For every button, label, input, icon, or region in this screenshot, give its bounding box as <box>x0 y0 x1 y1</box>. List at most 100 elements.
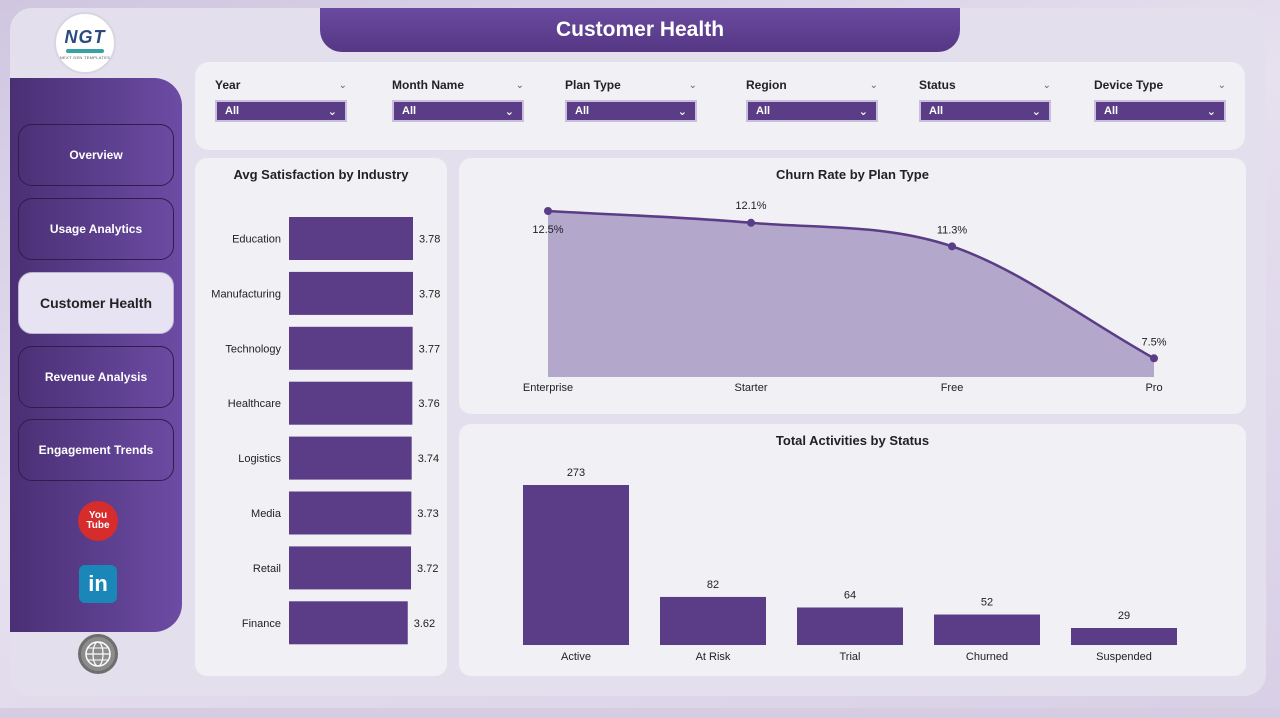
filter-month-name-select[interactable]: All ⌄ <box>392 100 524 122</box>
youtube-icon-text-2: Tube <box>86 520 110 531</box>
filter-status-label: Status <box>919 78 956 92</box>
chevron-down-icon[interactable]: ⌄ <box>869 79 878 91</box>
chevron-down-icon: ⌄ <box>1031 105 1041 118</box>
bar-healthcare <box>289 381 413 425</box>
bar-retail <box>289 546 412 590</box>
chevron-down-icon[interactable]: ⌄ <box>515 79 524 91</box>
x-tick-label: Trial <box>840 651 861 663</box>
filter-year: Year ⌄ All ⌄ <box>215 76 347 122</box>
linkedin-icon[interactable]: in <box>79 565 117 603</box>
chevron-down-icon: ⌄ <box>677 105 687 118</box>
bar-active <box>523 485 629 645</box>
logo-subtext: NEXT GEN TEMPLATES <box>59 54 111 60</box>
nav-engagement-trends-button[interactable]: Engagement Trends <box>18 419 174 481</box>
data-label: 12.5% <box>532 224 563 236</box>
nav-usage-analytics-button[interactable]: Usage Analytics <box>18 198 174 260</box>
bar-logistics <box>289 436 412 480</box>
bar-suspended <box>1071 628 1177 645</box>
chevron-down-icon[interactable]: ⌄ <box>1042 79 1051 91</box>
data-label: 64 <box>844 589 856 601</box>
data-label: 52 <box>981 597 993 609</box>
chevron-down-icon: ⌄ <box>1206 105 1216 118</box>
filter-panel: Year ⌄ All ⌄ Month Name ⌄ All ⌄ Plan Type ⌄ A… <box>195 62 1245 150</box>
chevron-down-icon[interactable]: ⌄ <box>688 79 697 91</box>
filter-year-value: All <box>225 105 240 117</box>
satisfaction-chart-title: Avg Satisfaction by Industry <box>233 167 409 182</box>
satisfaction-chart-card: Avg Satisfaction by Industry Education 3.… <box>195 158 447 676</box>
linkedin-icon-text: in <box>88 571 108 596</box>
filter-region-label: Region <box>746 78 787 92</box>
filter-status: Status ⌄ All ⌄ <box>919 76 1051 122</box>
filter-region-select[interactable]: All ⌄ <box>746 100 878 122</box>
x-tick-label: Pro <box>1145 382 1162 394</box>
globe-icon <box>85 641 111 667</box>
company-logo: NGT NEXT GEN TEMPLATES <box>54 12 116 74</box>
filter-status-select[interactable]: All ⌄ <box>919 100 1051 122</box>
data-label: 273 <box>567 467 585 479</box>
x-tick-label: At Risk <box>696 651 731 663</box>
churn-chart: 12.5% Enterprise 12.1% Starter 11.3% Free 7.5%… <box>523 200 1167 394</box>
churn-line <box>547 209 1155 360</box>
data-label: 82 <box>707 579 719 591</box>
churn-chart-card: Churn Rate by Plan Type 12.5% Enterprise 1… <box>459 158 1246 414</box>
data-label: 3.74 <box>418 453 439 465</box>
bottom-strip <box>0 708 1280 718</box>
filter-status-value: All <box>929 105 944 117</box>
data-label: 3.73 <box>417 508 438 520</box>
logo-swoosh <box>66 48 104 53</box>
filter-plan-type-value: All <box>575 105 590 117</box>
filter-month-name-value: All <box>402 105 417 117</box>
youtube-icon-text-1: You <box>88 510 108 521</box>
filter-device-type-select[interactable]: All ⌄ <box>1094 100 1226 122</box>
data-label: 7.5% <box>1141 336 1166 348</box>
bar-churned <box>934 614 1040 645</box>
churn-area <box>548 211 1154 377</box>
chevron-down-icon[interactable]: ⌄ <box>1217 79 1226 91</box>
bar-education <box>289 217 413 260</box>
nav-customer-health-button[interactable]: Customer Health <box>18 272 174 334</box>
bar-trial <box>797 607 903 645</box>
data-label: 3.76 <box>418 398 439 410</box>
data-label: 12.1% <box>735 200 766 212</box>
churn-point-enterprise <box>544 207 552 215</box>
data-label: 3.77 <box>419 343 440 355</box>
churn-point-starter <box>747 218 755 227</box>
filter-plan-type-label: Plan Type <box>565 78 621 92</box>
category-label: Finance <box>242 618 281 630</box>
activities-chart: 273 Active 82 At Risk 64 Trial 52 Churned 29 Susp… <box>523 467 1177 663</box>
filter-region-value: All <box>756 105 771 117</box>
x-tick-label: Churned <box>966 651 1008 663</box>
category-label: Education <box>232 234 281 246</box>
data-label: 11.3% <box>937 224 968 236</box>
bar-finance <box>289 601 408 645</box>
nav-revenue-analysis-button[interactable]: Revenue Analysis <box>18 346 174 408</box>
filter-plan-type-select[interactable]: All ⌄ <box>565 100 697 122</box>
data-label: 3.78 <box>419 234 440 246</box>
logo-text: NGT <box>64 26 106 47</box>
bar-media <box>289 491 412 535</box>
x-tick-label: Suspended <box>1096 651 1152 663</box>
activities-chart-card: Total Activities by Status 273 Active 82 At… <box>459 424 1246 676</box>
category-label: Healthcare <box>228 398 281 410</box>
nav-overview-button[interactable]: Overview <box>18 124 174 186</box>
x-tick-label: Free <box>941 382 964 394</box>
x-tick-label: Starter <box>734 382 767 394</box>
chevron-down-icon[interactable]: ⌄ <box>338 79 347 91</box>
filter-device-type: Device Type ⌄ All ⌄ <box>1094 76 1226 122</box>
youtube-icon[interactable]: You Tube <box>78 501 118 541</box>
activities-chart-title: Total Activities by Status <box>775 433 930 448</box>
filter-plan-type: Plan Type ⌄ All ⌄ <box>565 76 697 122</box>
filter-year-select[interactable]: All ⌄ <box>215 100 347 122</box>
bar-manufacturing <box>289 271 413 315</box>
web-icon[interactable] <box>78 634 118 674</box>
filter-year-label: Year <box>215 78 241 92</box>
category-label: Media <box>251 508 282 520</box>
x-tick-label: Enterprise <box>523 382 573 394</box>
data-label: 3.62 <box>414 618 435 630</box>
churn-chart-title: Churn Rate by Plan Type <box>776 167 929 182</box>
category-label: Technology <box>225 343 281 355</box>
filter-region: Region ⌄ All ⌄ <box>746 76 878 122</box>
chevron-down-icon: ⌄ <box>327 105 337 118</box>
data-label: 3.78 <box>419 288 440 300</box>
sidebar: Overview Usage Analytics Customer Health… <box>10 78 182 632</box>
